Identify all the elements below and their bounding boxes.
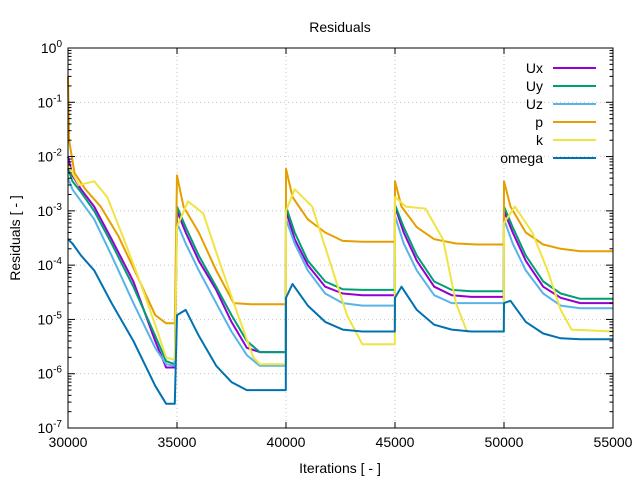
series-line-Uz xyxy=(67,177,613,367)
y-tick-label: 10-3 xyxy=(38,202,63,219)
x-tick-label: 50000 xyxy=(485,434,524,450)
series-line-omega xyxy=(67,238,613,405)
y-tick-label: 10-2 xyxy=(38,148,63,165)
legend-label-Uz: Uz xyxy=(526,96,543,112)
y-tick-label: 10-7 xyxy=(38,419,63,436)
y-axis-label: Residuals [ - ] xyxy=(7,195,23,281)
axis-ticks: 30000 35000 40000 45000 50000 55000 10-7 10-6 10… xyxy=(38,39,633,450)
legend-label-k: k xyxy=(536,132,544,148)
y-tick-label: 10-1 xyxy=(38,93,63,110)
x-tick-label: 30000 xyxy=(49,434,88,450)
legend-label-Uy: Uy xyxy=(526,78,543,94)
y-tick-label: 10-4 xyxy=(38,256,63,273)
x-tick-label: 40000 xyxy=(267,434,306,450)
series-lines xyxy=(67,76,614,405)
x-tick-label: 35000 xyxy=(158,434,197,450)
legend-label-omega: omega xyxy=(500,150,543,166)
y-tick-label: 100 xyxy=(41,39,63,56)
series-line-p xyxy=(67,76,613,325)
x-axis-label: Iterations [ - ] xyxy=(299,460,381,476)
legend-label-Ux: Ux xyxy=(526,60,543,76)
y-tick-label: 10-6 xyxy=(38,365,63,382)
y-tick-label: 10-5 xyxy=(38,310,63,327)
plot-frame xyxy=(67,47,614,429)
chart-title: Residuals xyxy=(309,19,370,35)
legend-label-p: p xyxy=(535,114,543,130)
legend: Ux Uy Uz pk omega xyxy=(500,60,596,166)
x-tick-label: 45000 xyxy=(376,434,415,450)
series-line-k xyxy=(67,164,614,366)
x-tick-label: 55000 xyxy=(594,434,633,450)
